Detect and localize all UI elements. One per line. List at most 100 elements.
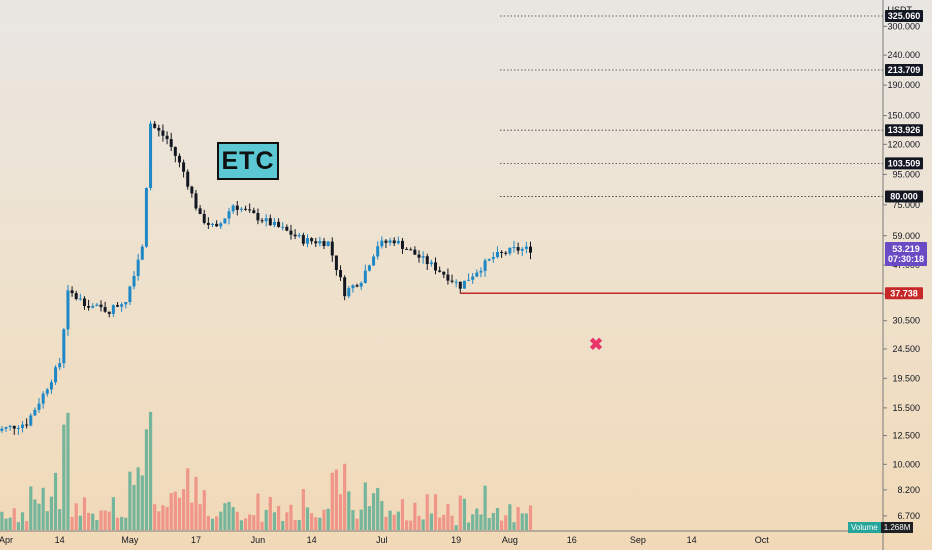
candle-body — [211, 223, 214, 225]
candle-body — [177, 155, 181, 163]
candle-body — [244, 208, 248, 210]
candle-body — [111, 305, 115, 314]
volume-bar — [177, 497, 182, 530]
price-tick-label: 30.500 — [892, 316, 920, 326]
candle-body — [16, 427, 20, 429]
candle-body — [322, 241, 326, 247]
volume-bar — [206, 515, 210, 530]
volume-bar — [446, 504, 450, 530]
volume-bar — [25, 521, 29, 530]
price-tick-label: 95.000 — [892, 169, 920, 179]
volume-bar — [4, 518, 8, 530]
target-level-tag — [885, 10, 923, 23]
candle-body — [334, 255, 338, 271]
candle-body — [409, 249, 413, 251]
target-level-tag — [885, 190, 923, 203]
candle-body — [504, 252, 508, 254]
candle-body — [405, 248, 409, 250]
price-tick-label: 150.000 — [887, 111, 920, 121]
volume-bar — [74, 503, 78, 530]
time-tick-label: 17 — [191, 535, 201, 545]
volume-bar — [281, 521, 285, 530]
candle-body — [136, 259, 140, 276]
candle-body — [107, 311, 111, 314]
volume-bar — [210, 518, 215, 530]
volume-bar — [87, 512, 91, 530]
volume-bar — [466, 522, 471, 530]
volume-bar — [8, 517, 12, 530]
volume-bar — [433, 494, 438, 530]
volume-bar — [78, 515, 82, 530]
volume-bar — [338, 494, 343, 530]
volume-bar — [450, 515, 454, 530]
volume-bar — [103, 510, 107, 530]
volume-bar — [58, 509, 62, 530]
volume-bar — [198, 504, 202, 530]
candle-body — [161, 130, 165, 136]
candle-body — [529, 246, 533, 253]
volume-bar — [347, 491, 351, 530]
volume-bar — [41, 487, 45, 530]
volume-bar — [148, 411, 153, 530]
volume-bar — [194, 476, 198, 530]
price-tick-label: 6.700 — [897, 511, 920, 521]
volume-bar — [388, 510, 392, 530]
candle-body — [351, 285, 355, 289]
volume-bar — [285, 512, 289, 530]
time-tick-label: 14 — [687, 535, 697, 545]
candle-body — [215, 223, 219, 227]
candle-body — [434, 262, 438, 271]
candle-body — [388, 240, 392, 243]
candle-body — [293, 234, 297, 237]
candle-body — [413, 249, 417, 255]
candle-body — [376, 246, 380, 257]
candle-body — [186, 171, 190, 187]
candle-body — [103, 307, 107, 312]
candle-body — [66, 290, 70, 330]
volume-bar — [190, 502, 194, 530]
volume-bar — [417, 515, 421, 530]
candle-body — [29, 415, 33, 426]
candle-body — [458, 281, 462, 289]
candle-body — [198, 208, 202, 214]
volume-bar — [173, 491, 177, 530]
volume-bar — [161, 505, 165, 530]
volume-bar — [62, 424, 66, 530]
candle-body — [281, 226, 285, 228]
candle-body — [140, 246, 144, 260]
volume-bar — [111, 497, 115, 530]
candle-body — [231, 205, 235, 212]
volume-bar — [314, 517, 318, 530]
volume-bar — [438, 517, 442, 530]
time-axis[interactable]: Apr 14 May 17 Jun 14 Jul 19 Aug 16 Sep 14 Oct — [0, 535, 769, 545]
price-tick-label: 15.500 — [892, 403, 920, 413]
candle-body — [487, 258, 491, 261]
time-tick-label: Apr — [0, 535, 13, 545]
candle-body — [310, 238, 314, 242]
volume-bar — [293, 519, 297, 530]
volume-bar — [326, 508, 330, 530]
volume-bar — [310, 513, 314, 530]
price-tick-label: 380.000 — [887, 0, 920, 1]
volume-bar — [504, 515, 508, 530]
candle-body — [239, 208, 243, 210]
volume-bar — [425, 494, 429, 530]
candle-body — [454, 281, 458, 283]
volume-bar — [454, 525, 458, 530]
volume-bar — [66, 412, 70, 530]
candle-body — [347, 288, 351, 297]
current-price-label: 53.219 — [892, 244, 920, 254]
candle-body — [82, 298, 86, 307]
candle-body — [512, 247, 516, 249]
time-tick-label: May — [121, 535, 139, 545]
volume-bar — [33, 499, 37, 530]
candle-body — [8, 425, 12, 428]
candle-body — [248, 209, 252, 211]
volume-bar — [301, 488, 305, 530]
volume-bar — [0, 511, 4, 530]
candle-body — [524, 246, 528, 249]
candle-body — [359, 282, 363, 287]
price-tick-label: 19.500 — [892, 373, 920, 383]
volume-bar — [235, 511, 239, 530]
